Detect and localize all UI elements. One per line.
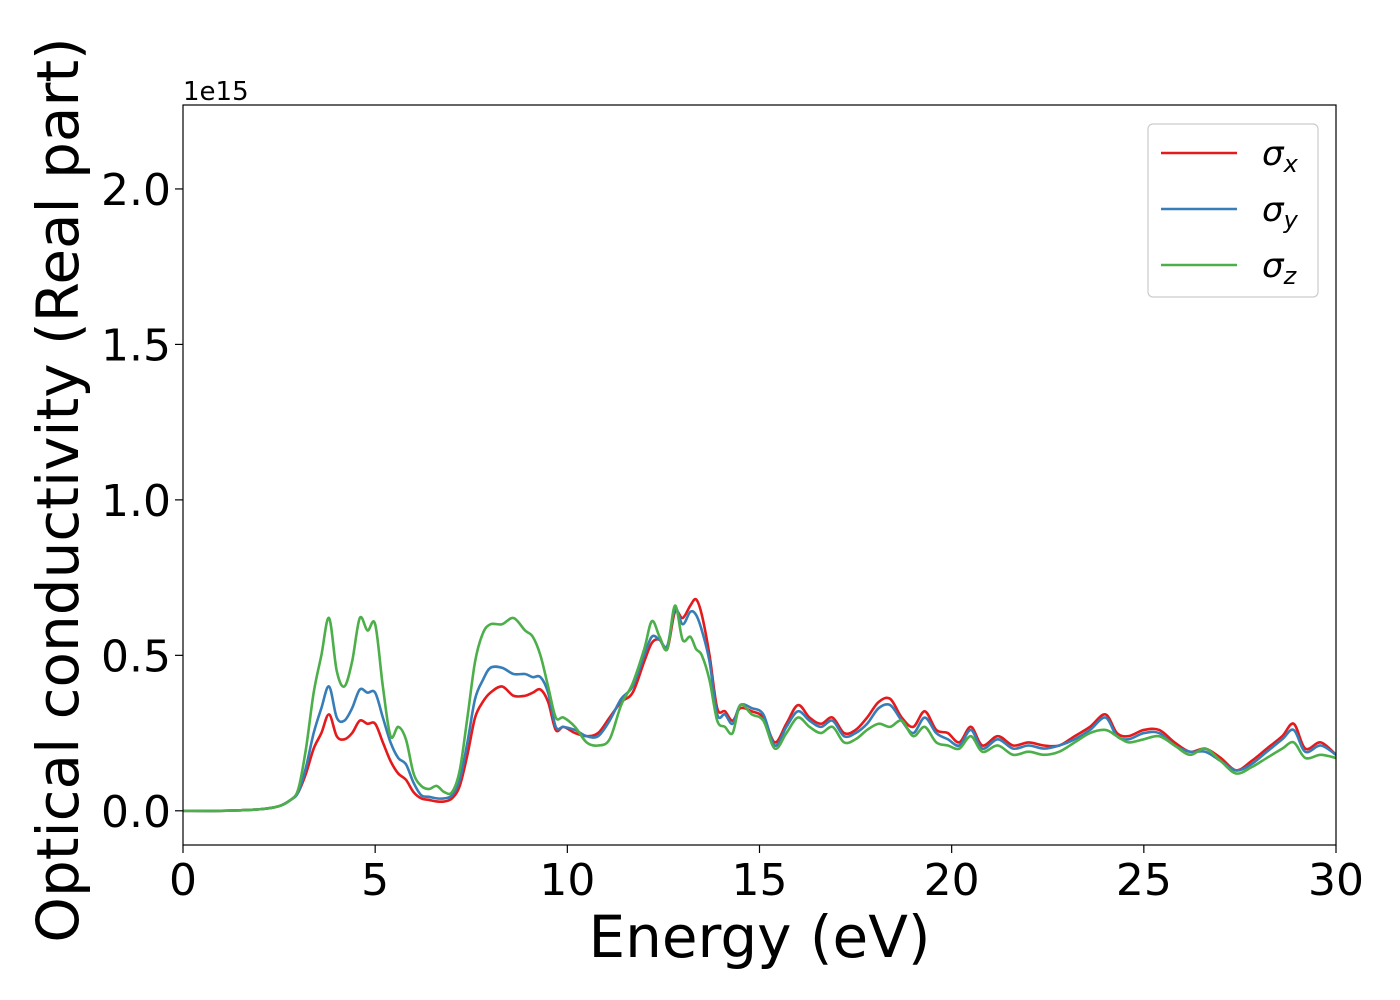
x-tick-label: 5: [361, 855, 389, 906]
legend-items: σx σy σz: [1161, 134, 1299, 290]
y-tick-label: 1.5: [101, 320, 171, 371]
x-tick-label: 15: [732, 855, 788, 906]
legend: σx σy σz: [1147, 123, 1319, 298]
legend-label-x: σx: [1262, 134, 1299, 178]
x-tick-label: 25: [1116, 855, 1172, 906]
series-lines: [183, 597, 1336, 813]
x-tick-label: 0: [169, 855, 197, 906]
legend-label-z: σz: [1262, 246, 1298, 290]
series-line-z: [183, 604, 1336, 813]
axis-ticks: 0 5 10 15 20 25 30 0.0 0.5 1.0 1.5 2.0: [101, 165, 1364, 906]
legend-box: [1147, 123, 1319, 298]
x-tick-label: 30: [1308, 855, 1364, 906]
y-axis-offset-label: 1e15: [183, 77, 249, 107]
x-axis-label: Energy (eV): [588, 903, 930, 971]
y-tick-label: 0.0: [101, 787, 171, 838]
series-line-y: [183, 607, 1336, 813]
legend-label-y: σy: [1262, 190, 1299, 234]
y-tick-label: 1.0: [101, 476, 171, 527]
y-tick-label: 2.0: [101, 165, 171, 216]
x-tick-label: 20: [924, 855, 980, 906]
y-axis-label: Optical conductivity (Real part): [24, 37, 92, 942]
series-line-x: [183, 597, 1336, 813]
y-tick-label: 0.5: [101, 631, 171, 682]
x-tick-label: 10: [539, 855, 595, 906]
